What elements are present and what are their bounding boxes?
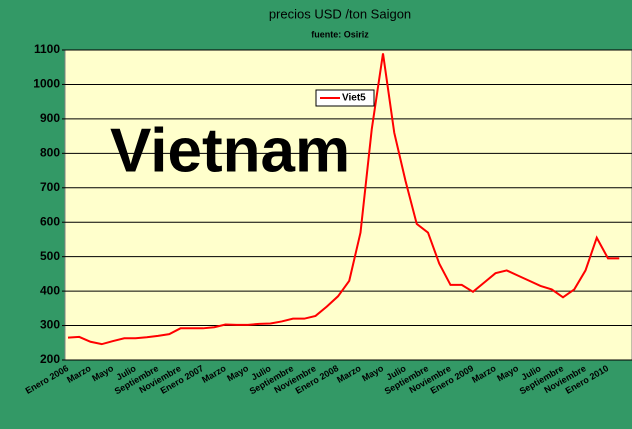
data-line [67, 53, 620, 346]
y-tick-label: 1100 [34, 42, 60, 56]
legend-box [315, 89, 375, 107]
annotation: Vietnam [110, 116, 350, 185]
y-tick-label: 800 [40, 146, 60, 160]
legend: Viet5 [315, 89, 375, 107]
y-tick-label: 300 [40, 318, 60, 332]
y-tick-label: 1000 [33, 77, 60, 91]
y-tick-label: 600 [40, 214, 60, 228]
legend-label: Viet5 [342, 93, 366, 104]
y-tick-label: 400 [40, 283, 60, 297]
y-tick-label: 700 [40, 180, 60, 194]
y-tick-label: 500 [40, 249, 60, 263]
y-tick-label: 900 [40, 111, 60, 125]
chart-subtitle: fuente: Osiriz [311, 29, 369, 39]
chart-title: precios USD /ton Saigon [269, 6, 411, 21]
y-tick-label: 200 [40, 352, 60, 366]
